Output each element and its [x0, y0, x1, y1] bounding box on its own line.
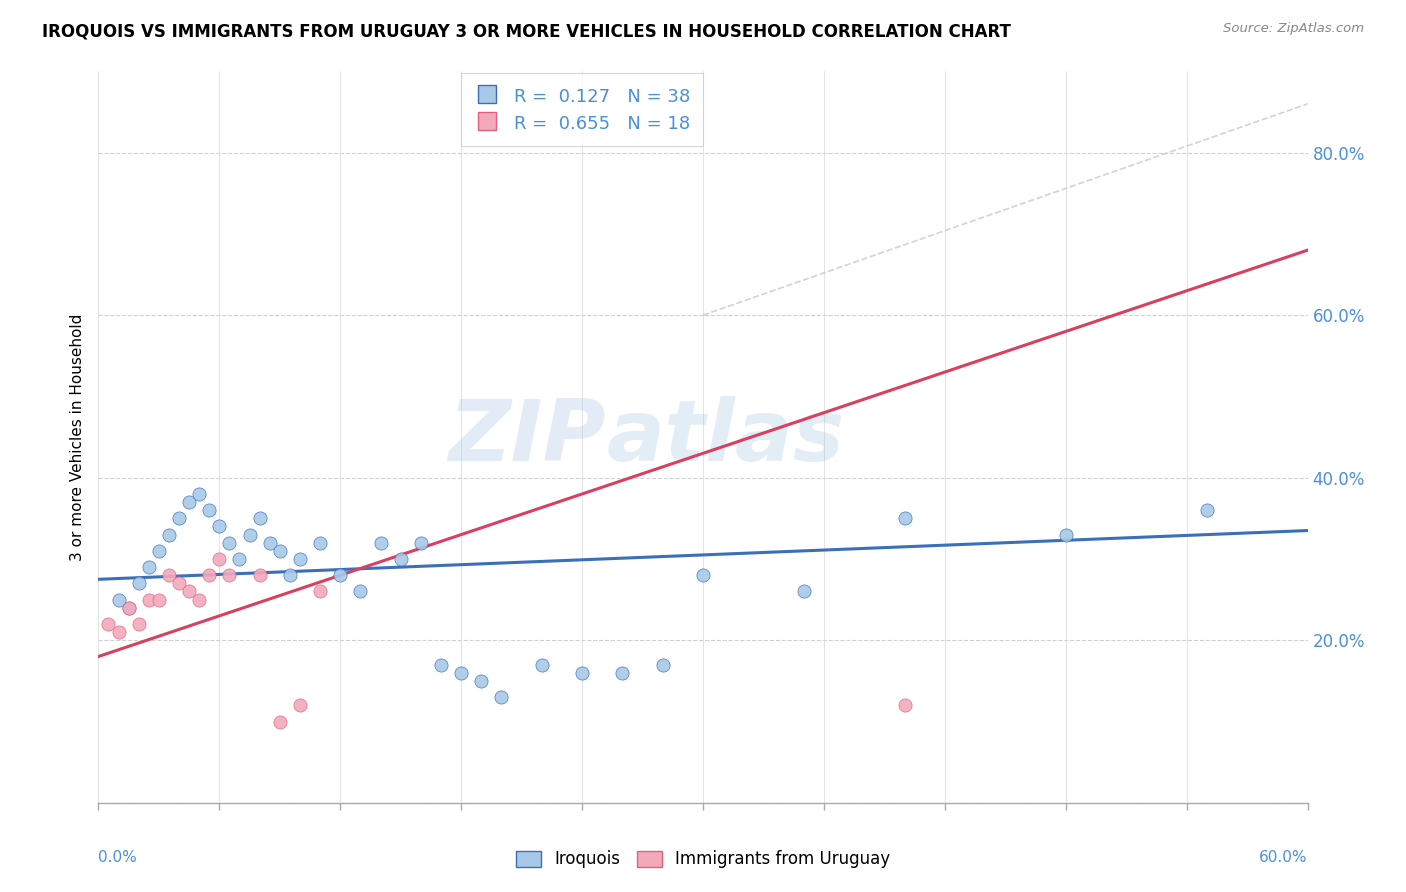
- Point: [893, 511, 915, 525]
- Point: [157, 527, 180, 541]
- Point: [218, 568, 240, 582]
- Point: [309, 584, 332, 599]
- Text: atlas: atlas: [606, 395, 845, 479]
- Point: [409, 535, 432, 549]
- Point: [651, 657, 673, 672]
- Point: [259, 535, 281, 549]
- Point: [389, 552, 412, 566]
- Point: [228, 552, 250, 566]
- Point: [198, 568, 221, 582]
- Point: [530, 657, 553, 672]
- Point: [893, 698, 915, 713]
- Point: [179, 495, 201, 509]
- Point: [612, 665, 634, 680]
- Point: [450, 665, 472, 680]
- Text: Source: ZipAtlas.com: Source: ZipAtlas.com: [1223, 22, 1364, 36]
- Point: [269, 544, 291, 558]
- Point: [148, 592, 170, 607]
- Point: [349, 584, 371, 599]
- Text: 60.0%: 60.0%: [1260, 850, 1308, 865]
- Point: [148, 544, 170, 558]
- Point: [430, 657, 453, 672]
- Point: [1054, 527, 1077, 541]
- Point: [138, 592, 160, 607]
- Point: [278, 568, 301, 582]
- Point: [239, 527, 262, 541]
- Point: [198, 503, 221, 517]
- Point: [128, 576, 150, 591]
- Point: [167, 576, 190, 591]
- Point: [309, 535, 332, 549]
- Text: ZIP: ZIP: [449, 395, 606, 479]
- Y-axis label: 3 or more Vehicles in Household: 3 or more Vehicles in Household: [70, 313, 86, 561]
- Point: [269, 714, 291, 729]
- Point: [1195, 503, 1218, 517]
- Point: [118, 600, 141, 615]
- Point: [249, 511, 271, 525]
- Point: [249, 568, 271, 582]
- Point: [692, 568, 714, 582]
- Legend: Iroquois, Immigrants from Uruguay: Iroquois, Immigrants from Uruguay: [509, 844, 897, 875]
- Point: [118, 600, 141, 615]
- Point: [97, 617, 120, 632]
- Point: [138, 560, 160, 574]
- Point: [188, 487, 211, 501]
- Point: [107, 592, 129, 607]
- Point: [470, 673, 492, 688]
- Point: [188, 592, 211, 607]
- Text: 0.0%: 0.0%: [98, 850, 138, 865]
- Point: [491, 690, 513, 705]
- Point: [288, 552, 311, 566]
- Point: [107, 625, 129, 640]
- Point: [208, 519, 231, 533]
- Point: [208, 552, 231, 566]
- Point: [329, 568, 352, 582]
- Point: [288, 698, 311, 713]
- Text: IROQUOIS VS IMMIGRANTS FROM URUGUAY 3 OR MORE VEHICLES IN HOUSEHOLD CORRELATION : IROQUOIS VS IMMIGRANTS FROM URUGUAY 3 OR…: [42, 22, 1011, 40]
- Point: [179, 584, 201, 599]
- Point: [128, 617, 150, 632]
- Point: [571, 665, 593, 680]
- Point: [167, 511, 190, 525]
- Point: [370, 535, 392, 549]
- Point: [218, 535, 240, 549]
- Point: [157, 568, 180, 582]
- Point: [793, 584, 815, 599]
